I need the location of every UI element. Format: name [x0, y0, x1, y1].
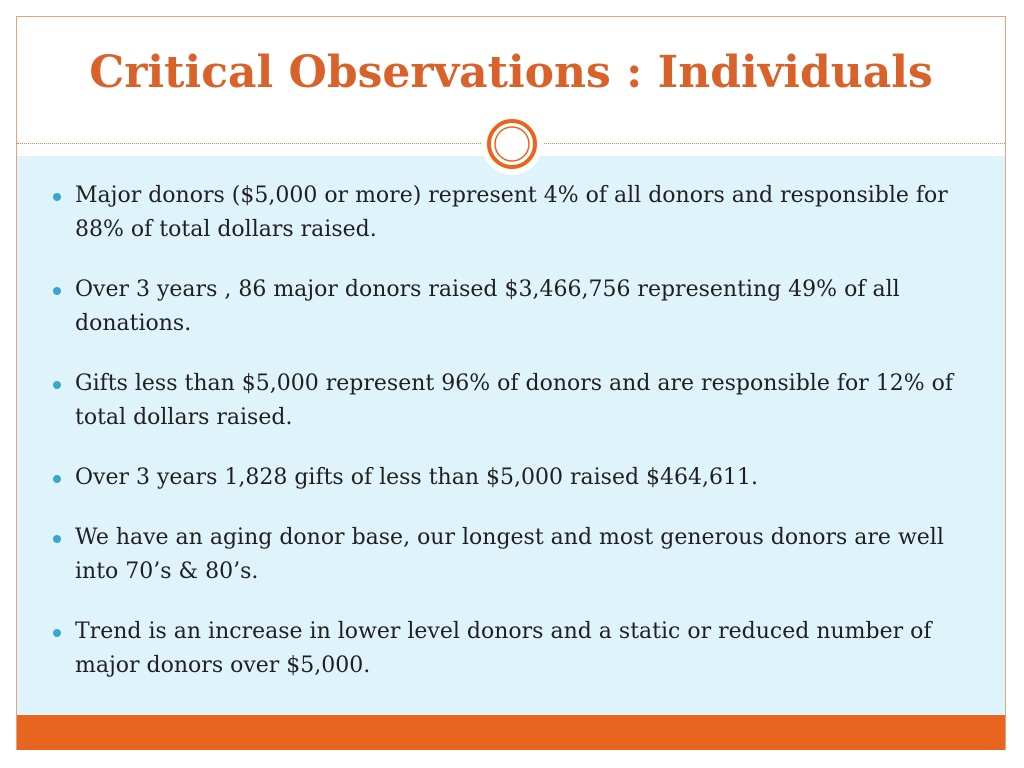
footer-bar [17, 715, 1005, 750]
circle-ornament-icon [481, 113, 543, 175]
bullet-dot-icon [53, 629, 61, 637]
bullet-item: We have an aging donor base, our longest… [51, 521, 971, 589]
bullet-list: Major donors ($5,000 or more) represent … [51, 179, 971, 709]
bullet-item: Over 3 years , 86 major donors raised $3… [51, 273, 971, 341]
slide: Critical Observations : Individuals Majo… [16, 16, 1006, 750]
bullet-dot-icon [53, 535, 61, 543]
bullet-dot-icon [53, 287, 61, 295]
bullet-item: Trend is an increase in lower level dono… [51, 615, 971, 683]
content-area [17, 156, 1005, 714]
bullet-dot-icon [53, 193, 61, 201]
bullet-item: Over 3 years 1,828 gifts of less than $5… [51, 461, 971, 495]
bullet-text: Gifts less than $5,000 represent 96% of … [75, 371, 954, 430]
bullet-item: Gifts less than $5,000 represent 96% of … [51, 367, 971, 435]
bullet-text: Major donors ($5,000 or more) represent … [75, 183, 948, 242]
bullet-text: Over 3 years 1,828 gifts of less than $5… [75, 465, 758, 490]
bullet-item: Major donors ($5,000 or more) represent … [51, 179, 971, 247]
bullet-text: Over 3 years , 86 major donors raised $3… [75, 277, 900, 336]
bullet-dot-icon [53, 475, 61, 483]
bullet-dot-icon [53, 381, 61, 389]
bullet-text: We have an aging donor base, our longest… [75, 525, 944, 584]
bullet-text: Trend is an increase in lower level dono… [75, 619, 932, 678]
slide-title: Critical Observations : Individuals [89, 47, 933, 98]
